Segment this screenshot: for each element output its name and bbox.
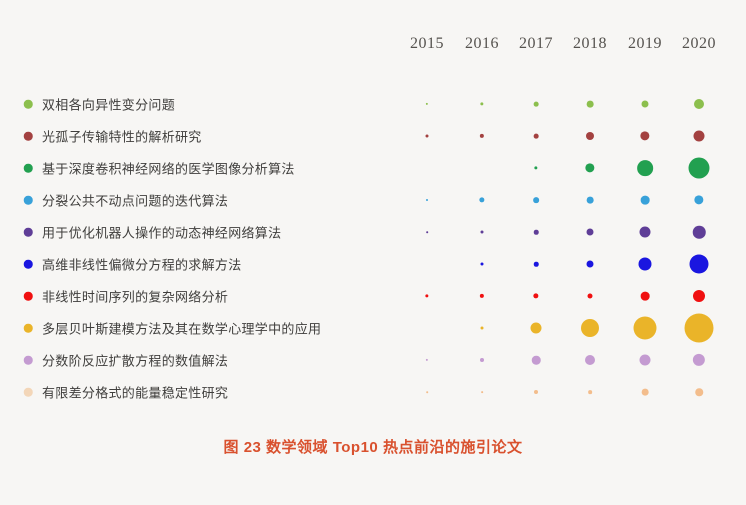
topic-label: 光孤子传输特性的解析研究 — [42, 129, 202, 145]
bubble — [533, 229, 539, 235]
bubble — [641, 388, 649, 396]
topic-label: 双相各向异性变分问题 — [42, 97, 176, 113]
bubble — [684, 313, 714, 343]
legend-dot — [23, 131, 33, 141]
year-label-2019: 2019 — [628, 35, 662, 52]
bubble — [693, 290, 705, 302]
year-label-2018: 2018 — [573, 35, 607, 52]
bubble — [694, 195, 704, 205]
bubble — [638, 257, 652, 271]
bubble — [480, 262, 484, 266]
bubble — [692, 353, 706, 367]
legend-dot — [23, 355, 33, 365]
bubble — [426, 391, 428, 393]
bubble — [533, 101, 539, 107]
bubble — [480, 326, 484, 330]
bubble — [480, 230, 484, 234]
bubble — [533, 133, 539, 139]
bubble — [639, 354, 651, 366]
bubble — [534, 390, 538, 394]
bubble — [530, 322, 542, 334]
bubble — [480, 102, 484, 106]
bubble — [586, 196, 594, 204]
bubble — [639, 226, 651, 238]
bubble — [640, 291, 650, 301]
bubble — [688, 157, 710, 179]
topic-label: 多层贝叶斯建模方法及其在数学心理学中的应用 — [42, 321, 322, 337]
topic-label: 分裂公共不动点问题的迭代算法 — [42, 193, 229, 209]
legend-dot — [23, 163, 33, 173]
bubble — [586, 100, 594, 108]
bubble — [587, 293, 593, 299]
bubble — [692, 225, 706, 239]
bubble — [425, 358, 429, 362]
bubble — [533, 197, 539, 203]
legend-dot — [23, 291, 33, 301]
bubble — [479, 133, 485, 139]
bubble — [479, 293, 485, 299]
bubble — [585, 355, 595, 365]
bubble — [425, 134, 429, 138]
bubble — [533, 261, 539, 267]
year-label-2017: 2017 — [519, 35, 553, 52]
legend-dot — [23, 323, 33, 333]
bubble — [633, 316, 657, 340]
legend-dot — [23, 387, 33, 397]
bubble — [586, 260, 594, 268]
bubble — [586, 228, 594, 236]
topic-label: 非线性时间序列的复杂网络分析 — [42, 289, 229, 305]
legend-dot — [23, 99, 33, 109]
bubble — [640, 131, 650, 141]
topic-label: 有限差分格式的能量稳定性研究 — [42, 385, 229, 401]
bubble — [531, 355, 541, 365]
bubble — [480, 358, 484, 362]
bubble — [425, 102, 429, 106]
bubble — [640, 195, 650, 205]
bubble — [479, 197, 485, 203]
bubble — [695, 388, 703, 396]
legend-dot — [23, 227, 33, 237]
bubble — [689, 254, 709, 274]
year-label-2015: 2015 — [410, 35, 444, 52]
year-label-2020: 2020 — [682, 35, 716, 52]
legend-dot — [23, 195, 33, 205]
bubble — [637, 160, 653, 176]
bubble — [426, 199, 428, 201]
bubble — [534, 166, 538, 170]
bubble — [586, 132, 594, 140]
bubble — [533, 293, 539, 299]
legend-dot — [23, 259, 33, 269]
topic-label: 基于深度卷积神经网络的医学图像分析算法 — [42, 161, 295, 177]
bubble — [588, 390, 592, 394]
bubble — [641, 100, 649, 108]
bubble — [693, 130, 705, 142]
bubble — [425, 294, 429, 298]
year-label-2016: 2016 — [465, 35, 499, 52]
bubble — [481, 391, 483, 393]
bubble — [581, 319, 599, 337]
topic-label: 用于优化机器人操作的动态神经网络算法 — [42, 225, 282, 241]
bubble — [585, 163, 595, 173]
topic-label: 分数阶反应扩散方程的数值解法 — [42, 353, 229, 369]
figure-caption: 图 23 数学领域 Top10 热点前沿的施引论文 — [223, 439, 523, 456]
bubble — [426, 231, 428, 233]
bubble — [694, 99, 704, 109]
topic-label: 高维非线性偏微分方程的求解方法 — [42, 257, 242, 273]
